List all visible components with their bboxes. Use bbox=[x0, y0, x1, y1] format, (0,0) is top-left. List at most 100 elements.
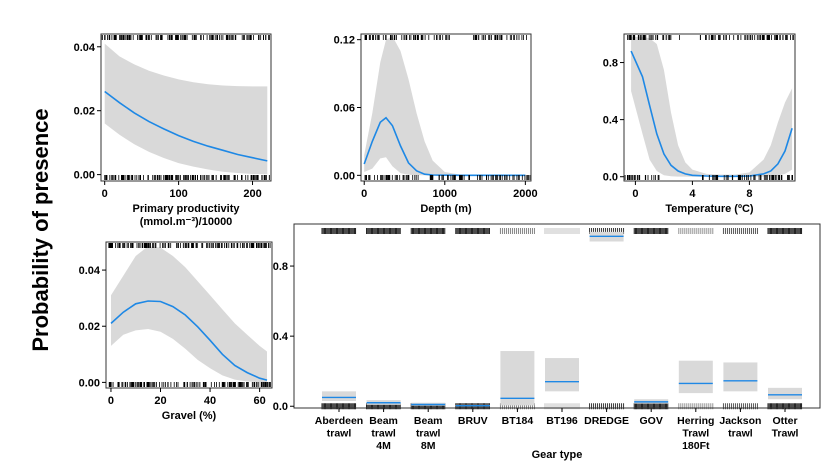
category-label: BT184 bbox=[502, 415, 534, 427]
rug-bottom bbox=[589, 403, 625, 410]
bar-ci bbox=[768, 387, 802, 400]
rug-marks bbox=[364, 35, 527, 40]
bar-ci bbox=[723, 362, 758, 392]
confidence-band bbox=[364, 36, 526, 176]
y-tick-label: 0.02 bbox=[74, 106, 95, 118]
confidence-band bbox=[104, 43, 268, 175]
category-label: GOV bbox=[640, 415, 663, 427]
category-label: Beam bbox=[414, 415, 443, 427]
rug-bottom bbox=[321, 403, 357, 410]
rug-bottom bbox=[767, 403, 803, 410]
rug-marks bbox=[364, 175, 531, 180]
y-tick-label: 0.00 bbox=[74, 170, 95, 182]
category-label: Herring bbox=[677, 415, 714, 427]
category-label: trawl bbox=[371, 428, 396, 440]
rug-top bbox=[455, 228, 490, 234]
rug-bottom bbox=[633, 403, 669, 410]
fitted-line bbox=[630, 50, 793, 178]
confidence-band bbox=[111, 246, 267, 383]
y-tick-label: 0.8 bbox=[273, 261, 288, 273]
rug-marks bbox=[108, 243, 271, 248]
category-label: Otter bbox=[772, 415, 797, 427]
x-axis-label: Gravel (%) bbox=[162, 410, 217, 422]
category-label: 4M bbox=[376, 440, 391, 452]
category-label: trawl bbox=[327, 428, 352, 440]
x-tick-label: 4 bbox=[689, 188, 696, 200]
x-axis-label: Depth (m) bbox=[420, 203, 472, 215]
x-tick-label: 2000 bbox=[513, 188, 537, 200]
rug-marks bbox=[627, 35, 794, 40]
bar-ci bbox=[322, 391, 356, 401]
y-tick-label: 0.4 bbox=[273, 331, 289, 343]
category-label: BT196 bbox=[546, 415, 578, 427]
rug-top bbox=[589, 228, 625, 234]
y-tick-label: 0.00 bbox=[79, 377, 100, 389]
smooth-panel-4: 0 20 40 60 0.00 0.02 0.04 Gravel (%) bbox=[79, 241, 273, 422]
smooth-panel-2: 0 1000 2000 0.00 0.06 0.12 Depth (m) bbox=[334, 33, 538, 215]
x-tick-label: 0 bbox=[632, 188, 638, 200]
rug-top bbox=[366, 228, 401, 234]
rug-top bbox=[544, 228, 580, 234]
rug-bottom bbox=[678, 403, 714, 410]
category-label: Beam bbox=[369, 415, 398, 427]
category-label: trawl bbox=[728, 428, 753, 440]
rug-bottom bbox=[499, 403, 535, 410]
plot-frame bbox=[105, 241, 273, 389]
rug-top bbox=[410, 228, 446, 234]
rug-marks bbox=[104, 175, 270, 180]
category-label: DREDGE bbox=[584, 415, 629, 427]
x-tick-label: 8 bbox=[746, 188, 752, 200]
y-tick-label: 0.04 bbox=[79, 265, 101, 277]
x-axis-label: Temperature (ºC) bbox=[665, 203, 753, 215]
x-tick-label: 20 bbox=[154, 395, 166, 407]
rug-top bbox=[321, 228, 357, 234]
x-axis-label: (mmol.m⁻³)/10000 bbox=[140, 216, 233, 228]
fitted-line bbox=[104, 90, 268, 162]
x-axis-label: Primary productivity bbox=[133, 203, 241, 215]
plot-frame bbox=[293, 223, 821, 409]
fitted-line bbox=[110, 300, 268, 381]
rug-top bbox=[678, 228, 714, 234]
category-label: 8M bbox=[421, 440, 436, 452]
y-tick-label: 0.06 bbox=[334, 103, 355, 115]
y-tick-label: 0.04 bbox=[74, 42, 96, 54]
y-tick-label: 0.0 bbox=[603, 172, 618, 184]
rug-bottom bbox=[722, 403, 758, 410]
x-tick-label: 0 bbox=[361, 188, 367, 200]
category-label: Aberdeen bbox=[315, 415, 363, 427]
plot-frame bbox=[100, 33, 272, 182]
rug-bottom bbox=[410, 403, 446, 410]
plot-frame bbox=[623, 33, 796, 182]
x-tick-label: 40 bbox=[204, 395, 216, 407]
x-tick-label: 60 bbox=[253, 395, 265, 407]
bar-ci bbox=[545, 358, 579, 392]
smooth-panel-3: 0 4 8 0.0 0.4 0.8 Temperature (ºC) bbox=[603, 33, 796, 215]
category-label: 180Ft bbox=[682, 440, 710, 452]
rug-marks bbox=[100, 35, 270, 40]
x-tick-label: 200 bbox=[243, 188, 261, 200]
x-tick-label: 0 bbox=[102, 188, 108, 200]
y-tick-label: 0.02 bbox=[79, 321, 100, 333]
rug-top bbox=[499, 228, 535, 234]
rug-marks bbox=[624, 175, 793, 180]
rug-top bbox=[633, 228, 669, 234]
x-tick-label: 100 bbox=[169, 188, 187, 200]
category-label: Jackson bbox=[719, 415, 761, 427]
fitted-line bbox=[363, 116, 526, 177]
y-tick-label: 0.8 bbox=[603, 58, 618, 70]
x-tick-label: 0 bbox=[108, 395, 114, 407]
category-label: Trawl bbox=[772, 428, 799, 440]
confidence-band bbox=[631, 36, 793, 177]
rug-top bbox=[767, 228, 803, 234]
category-label: trawl bbox=[416, 428, 441, 440]
x-axis-label: Gear type bbox=[532, 449, 583, 461]
rug-top bbox=[722, 228, 758, 234]
y-tick-label: 0.0 bbox=[273, 401, 288, 413]
y-tick-label: 0.4 bbox=[603, 115, 619, 127]
rug-bottom bbox=[544, 403, 580, 410]
bar-ci bbox=[678, 360, 713, 394]
bar-ci bbox=[500, 351, 535, 406]
smooth-panel-1: 0 100 200 0.00 0.02 0.04 Primary productivity(… bbox=[74, 33, 272, 228]
